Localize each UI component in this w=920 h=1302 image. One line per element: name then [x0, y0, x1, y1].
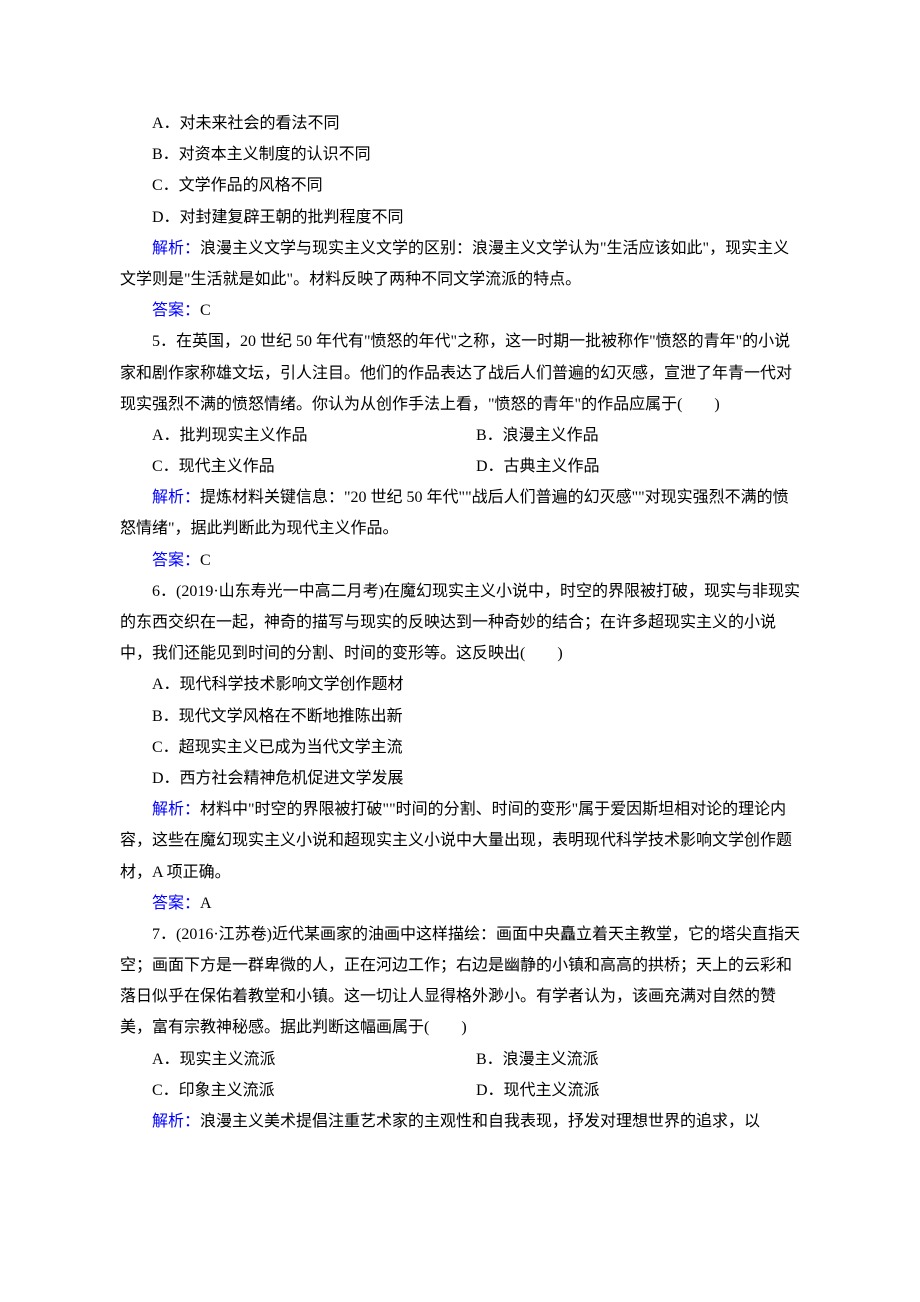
q4-option-d: D．对封建复辟王朝的批判程度不同 [120, 202, 800, 233]
q4-option-a: A．对未来社会的看法不同 [120, 108, 800, 139]
q5-answer-value: C [200, 552, 211, 569]
q7-options-row2: C．印象主义流派 D．现代主义流派 [120, 1075, 800, 1106]
q5-analysis: 解析：提炼材料关键信息："20 世纪 50 年代""战后人们普遍的幻灭感""对现… [120, 482, 800, 544]
q4-answer: 答案：C [120, 295, 800, 326]
analysis-label: 解析： [152, 240, 200, 257]
q7-options-row1: A．现实主义流派 B．浪漫主义流派 [120, 1044, 800, 1075]
q5-option-c: C．现代主义作品 [152, 451, 476, 482]
q4-option-b: B．对资本主义制度的认识不同 [120, 139, 800, 170]
q6-option-c: C．超现实主义已成为当代文学主流 [120, 732, 800, 763]
q5-stem: 5．在英国，20 世纪 50 年代有"愤怒的年代"之称，这一时期一批被称作"愤怒… [120, 326, 800, 420]
q6-analysis-text: 材料中"时空的界限被打破""时间的分割、时间的变形"属于爱因斯坦相对论的理论内容… [120, 801, 792, 880]
q6-option-b: B．现代文学风格在不断地推陈出新 [120, 701, 800, 732]
q6-stem: 6．(2019·山东寿光一中高二月考)在魔幻现实主义小说中，时空的界限被打破，现… [120, 576, 800, 670]
q7-option-d: D．现代主义流派 [476, 1075, 800, 1106]
q6-option-d: D．西方社会精神危机促进文学发展 [120, 763, 800, 794]
q5-option-b: B．浪漫主义作品 [476, 420, 800, 451]
answer-label: 答案： [152, 552, 200, 569]
q4-analysis: 解析：浪漫主义文学与现实主义文学的区别：浪漫主义文学认为"生活应该如此"，现实主… [120, 233, 800, 295]
q6-analysis: 解析：材料中"时空的界限被打破""时间的分割、时间的变形"属于爱因斯坦相对论的理… [120, 794, 800, 888]
q5-options-row2: C．现代主义作品 D．古典主义作品 [120, 451, 800, 482]
q7-analysis: 解析：浪漫主义美术提倡注重艺术家的主观性和自我表现，抒发对理想世界的追求，以 [120, 1106, 800, 1137]
answer-label: 答案： [152, 895, 200, 912]
q6-option-a: A．现代科学技术影响文学创作题材 [120, 669, 800, 700]
q5-option-d: D．古典主义作品 [476, 451, 800, 482]
q7-analysis-text: 浪漫主义美术提倡注重艺术家的主观性和自我表现，抒发对理想世界的追求，以 [200, 1113, 760, 1130]
q4-option-c: C．文学作品的风格不同 [120, 170, 800, 201]
q7-stem: 7．(2016·江苏卷)近代某画家的油画中这样描绘：画面中央矗立着天主教堂，它的… [120, 919, 800, 1044]
q4-analysis-text: 浪漫主义文学与现实主义文学的区别：浪漫主义文学认为"生活应该如此"，现实主义文学… [120, 240, 789, 288]
analysis-label: 解析： [152, 1113, 200, 1130]
q5-answer: 答案：C [120, 545, 800, 576]
q5-option-a: A．批判现实主义作品 [152, 420, 476, 451]
q7-option-b: B．浪漫主义流派 [476, 1044, 800, 1075]
q4-answer-value: C [200, 302, 211, 319]
analysis-label: 解析： [152, 489, 200, 506]
answer-label: 答案： [152, 302, 200, 319]
analysis-label: 解析： [152, 801, 200, 818]
q6-answer: 答案：A [120, 888, 800, 919]
q6-answer-value: A [200, 895, 212, 912]
page: A．对未来社会的看法不同 B．对资本主义制度的认识不同 C．文学作品的风格不同 … [0, 0, 920, 1302]
q7-option-a: A．现实主义流派 [152, 1044, 476, 1075]
q5-options-row1: A．批判现实主义作品 B．浪漫主义作品 [120, 420, 800, 451]
q7-option-c: C．印象主义流派 [152, 1075, 476, 1106]
q5-analysis-text: 提炼材料关键信息："20 世纪 50 年代""战后人们普遍的幻灭感""对现实强烈… [120, 489, 789, 537]
